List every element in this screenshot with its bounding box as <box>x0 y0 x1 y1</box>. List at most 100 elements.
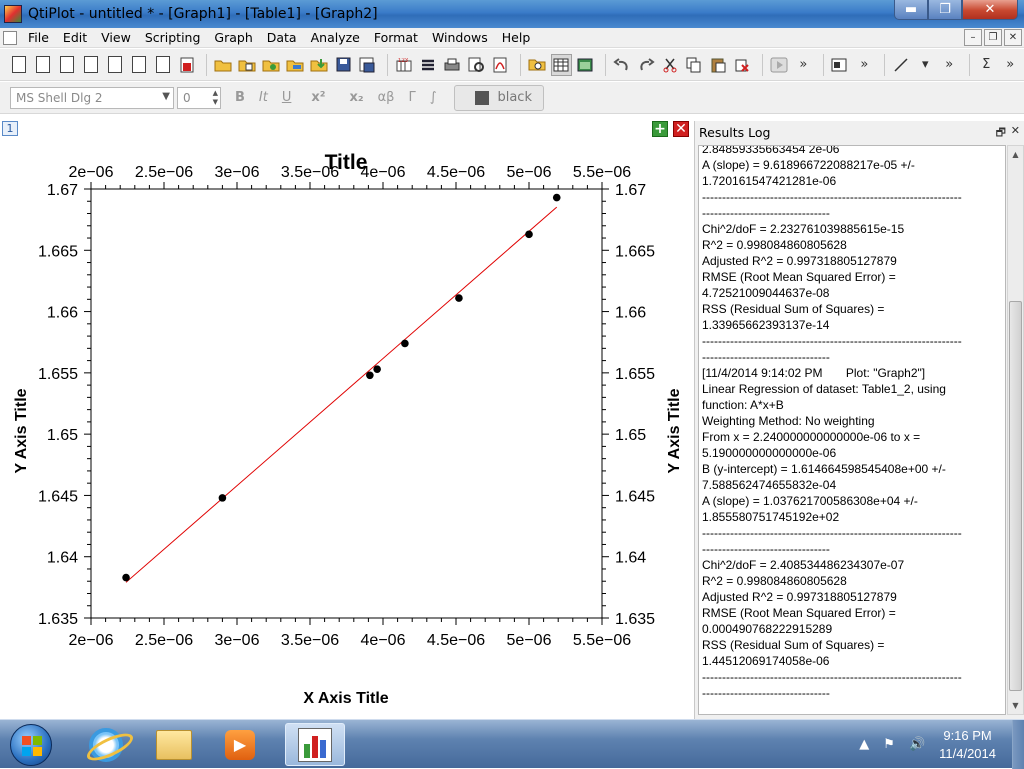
font-size-spinbox[interactable]: 0 ▲ ▼ <box>177 86 221 109</box>
layer-number-button[interactable]: 1 <box>2 121 18 136</box>
show-desktop-button[interactable] <box>1012 720 1024 769</box>
results-log-text[interactable]: 2.84859335663454 2e-06 A (slope) = 9.6189… <box>698 145 1006 715</box>
table-view-icon[interactable] <box>418 54 439 76</box>
project-explorer-icon[interactable] <box>575 54 596 76</box>
redo-icon[interactable] <box>636 54 657 76</box>
toolbar-overflow-4[interactable]: » <box>1006 57 1015 72</box>
window-title: QtiPlot - untitled * - [Graph1] - [Table… <box>28 6 378 22</box>
import-image-icon[interactable] <box>261 54 282 76</box>
start-button[interactable] <box>10 724 52 766</box>
close-panel-icon[interactable]: ✕ <box>1010 124 1020 137</box>
close-button[interactable]: ✕ <box>962 0 1018 20</box>
toolbar-overflow-3[interactable]: » <box>945 57 954 72</box>
spin-arrows-icon[interactable]: ▲ ▼ <box>212 88 218 106</box>
y-tick-label-left: 1.65 <box>47 427 78 444</box>
new-folder-icon[interactable] <box>32 54 53 76</box>
print-icon[interactable] <box>442 54 463 76</box>
open-project-icon[interactable] <box>213 54 234 76</box>
maximize-button[interactable]: ❐ <box>928 0 962 20</box>
system-clock[interactable]: 9:16 PM 11/4/2014 <box>939 727 996 763</box>
draw-line-icon[interactable] <box>891 54 912 76</box>
toolbar-overflow-1[interactable]: » <box>799 57 808 72</box>
clear-icon[interactable] <box>732 54 753 76</box>
log-line: A (slope) = 9.618966722088217e-05 +/- <box>702 158 915 172</box>
menu-file[interactable]: File <box>28 30 49 45</box>
windows-logo-icon <box>22 736 42 756</box>
mdi-minimize-button[interactable]: – <box>964 29 982 46</box>
volume-icon[interactable]: 🔊 <box>908 737 926 752</box>
menu-analyze[interactable]: Analyze <box>310 30 360 45</box>
add-layer-button[interactable]: + <box>652 121 668 137</box>
standard-toolbar: 123 » » ▾ » Σ » <box>0 49 1024 81</box>
network-icon[interactable]: ⚑ <box>883 737 895 752</box>
paste-icon[interactable] <box>708 54 729 76</box>
layer-icon[interactable] <box>830 54 851 76</box>
results-log-toggle-icon[interactable] <box>550 53 572 76</box>
import-ascii-icon[interactable] <box>285 54 306 76</box>
menu-graph[interactable]: Graph <box>214 30 253 45</box>
taskbar-qtiplot[interactable] <box>285 723 345 766</box>
taskbar-internet-explorer[interactable] <box>76 723 136 766</box>
new-graph-icon[interactable] <box>128 54 149 76</box>
mdi-window-icon[interactable] <box>3 30 17 45</box>
scroll-up-icon[interactable]: ▲ <box>1012 150 1019 159</box>
new-function-plot-icon[interactable] <box>152 54 173 76</box>
minimize-button[interactable]: ▬ <box>894 0 928 20</box>
export-pdf-icon[interactable] <box>490 54 511 76</box>
qtiplot-app-icon[interactable] <box>4 5 22 23</box>
open-template-icon[interactable] <box>237 54 258 76</box>
font-family-value: MS Shell Dlg 2 <box>16 90 103 105</box>
toolbar-overflow-2[interactable]: » <box>860 57 869 72</box>
line-style-dropdown-icon[interactable]: ▾ <box>922 57 929 72</box>
superscript-button[interactable]: x² <box>311 90 326 105</box>
menu-view[interactable]: View <box>101 30 131 45</box>
greek-lowercase-button[interactable]: αβ <box>377 90 395 105</box>
scatter-plot[interactable]: Title X Axis Title Y Axis Title Y Axis Titl… <box>0 143 694 719</box>
remove-layer-button[interactable]: ✕ <box>673 121 689 137</box>
text-color-button[interactable]: black <box>454 84 545 111</box>
menu-data[interactable]: Data <box>266 30 297 45</box>
results-log-scrollbar[interactable]: ▲ ▼ <box>1007 145 1024 715</box>
import-data-icon[interactable] <box>309 54 330 76</box>
log-line: ----------------------------------------… <box>702 526 962 540</box>
mdi-close-button[interactable]: ✕ <box>1004 29 1022 46</box>
save-as-icon[interactable] <box>357 54 378 76</box>
copy-icon[interactable] <box>684 54 705 76</box>
menu-format[interactable]: Format <box>373 30 418 45</box>
window-title-bar[interactable]: QtiPlot - untitled * - [Graph1] - [Table… <box>0 0 1024 28</box>
new-matrix-icon[interactable] <box>80 54 101 76</box>
show-hidden-icons-icon[interactable]: ▲ <box>859 737 870 752</box>
font-family-select[interactable]: MS Shell Dlg 2 ▼ <box>10 86 174 109</box>
new-3d-plot-icon[interactable] <box>176 54 197 76</box>
underline-button[interactable]: U <box>281 90 292 105</box>
menu-scripting[interactable]: Scripting <box>144 30 201 45</box>
log-line: function: A*x+B <box>702 398 784 412</box>
add-column-icon[interactable]: 123 <box>394 54 415 76</box>
scroll-thumb[interactable] <box>1009 301 1022 691</box>
taskbar-media-player[interactable]: ▶ <box>210 723 270 766</box>
sum-icon[interactable]: Σ <box>982 57 991 72</box>
print-preview-icon[interactable] <box>466 54 487 76</box>
new-table-icon[interactable] <box>56 54 77 76</box>
mdi-restore-button[interactable]: ❐ <box>984 29 1002 46</box>
find-icon[interactable] <box>527 54 548 76</box>
menu-edit[interactable]: Edit <box>62 30 88 45</box>
undo-icon[interactable] <box>612 54 633 76</box>
run-script-icon[interactable] <box>769 54 790 76</box>
menu-help[interactable]: Help <box>501 30 531 45</box>
subscript-button[interactable]: x₂ <box>349 90 364 105</box>
menu-windows[interactable]: Windows <box>431 30 488 45</box>
new-project-icon[interactable] <box>8 54 29 76</box>
cut-icon[interactable] <box>660 54 681 76</box>
integral-symbol-button[interactable]: ∫ <box>429 90 437 105</box>
bold-button[interactable]: B <box>235 90 245 105</box>
graph-workspace[interactable]: 1 + ✕ Title X Axis Title Y Axis Title Y Axi… <box>0 115 694 719</box>
scroll-down-icon[interactable]: ▼ <box>1012 701 1019 710</box>
taskbar-file-explorer[interactable] <box>144 723 204 766</box>
float-panel-icon[interactable]: 🗗 <box>995 126 1006 139</box>
x-tick-label-bottom: 4e−06 <box>361 632 406 649</box>
italic-button[interactable]: It <box>258 90 268 105</box>
new-note-icon[interactable] <box>104 54 125 76</box>
greek-uppercase-button[interactable]: Γ <box>408 90 416 105</box>
save-project-icon[interactable] <box>333 54 354 76</box>
